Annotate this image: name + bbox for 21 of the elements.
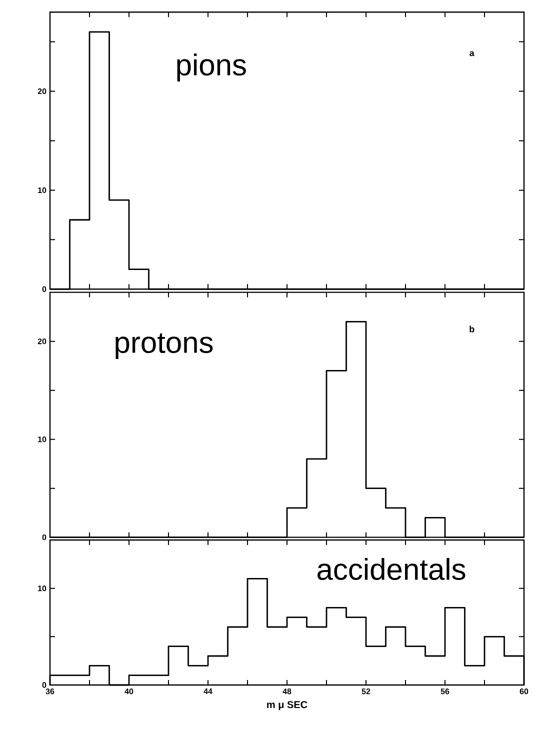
annotation: a <box>470 51 474 56</box>
y-tick-label: 10 <box>38 436 46 442</box>
y-tick-label: 20 <box>38 338 46 344</box>
y-tick-label: 0 <box>42 286 46 292</box>
y-tick-label: 10 <box>38 586 46 592</box>
y-tick-label: 20 <box>38 88 46 94</box>
x-tick-label: 36 <box>46 688 54 694</box>
x-tick-label: 52 <box>362 688 370 694</box>
x-tick-label: 48 <box>282 688 292 694</box>
x-tick-label: 60 <box>520 688 528 694</box>
x-axis-title: m μ SEC <box>267 701 308 710</box>
y-tick-label: 10 <box>38 187 46 194</box>
chart-title: accidentals <box>318 558 466 580</box>
y-tick-label: 0 <box>42 682 46 688</box>
x-tick-label: 40 <box>124 688 134 694</box>
x-tick-label: 56 <box>440 688 450 694</box>
text: pions <box>177 54 246 82</box>
y-tick-label: 0 <box>42 534 46 540</box>
text: protons <box>116 333 213 360</box>
x-tick-label: 44 <box>204 688 212 694</box>
annotation: b <box>470 326 474 332</box>
